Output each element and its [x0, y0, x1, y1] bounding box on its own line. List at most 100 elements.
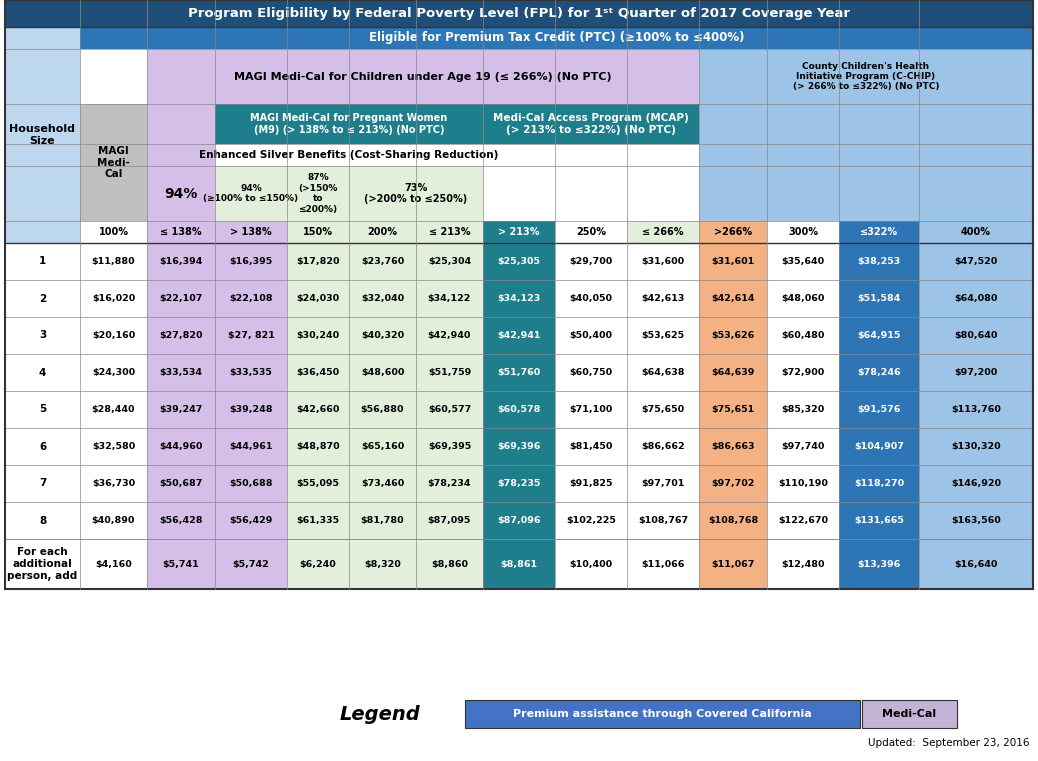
Text: $5,741: $5,741	[163, 559, 199, 568]
Bar	[286, 317, 349, 354]
Text: > 138%: > 138%	[230, 227, 272, 237]
Text: 400%: 400%	[961, 227, 991, 237]
Text: $16,640: $16,640	[954, 559, 998, 568]
Bar	[5, 166, 80, 221]
Text: $28,440: $28,440	[91, 405, 135, 414]
Text: $60,750: $60,750	[570, 368, 612, 377]
Bar	[215, 104, 483, 144]
Bar	[215, 539, 286, 589]
Bar	[286, 465, 349, 502]
Bar	[5, 27, 80, 49]
Bar	[483, 465, 555, 502]
Text: $131,665: $131,665	[854, 516, 904, 525]
Bar	[555, 428, 627, 465]
Text: $53,625: $53,625	[641, 331, 685, 340]
Text: 5: 5	[38, 405, 46, 415]
Text: $11,066: $11,066	[641, 559, 685, 568]
Text: $24,030: $24,030	[297, 294, 339, 303]
Text: $36,730: $36,730	[92, 479, 135, 488]
Text: $36,450: $36,450	[297, 368, 339, 377]
Text: 6: 6	[38, 441, 46, 451]
Text: $55,095: $55,095	[297, 479, 339, 488]
Bar	[5, 0, 1033, 27]
Text: $50,400: $50,400	[570, 331, 612, 340]
Bar	[286, 428, 349, 465]
Bar	[919, 465, 1033, 502]
Bar	[627, 391, 699, 428]
Text: ≤322%: ≤322%	[859, 227, 898, 237]
Text: $110,190: $110,190	[778, 479, 828, 488]
Bar	[5, 539, 80, 589]
Text: $38,253: $38,253	[857, 257, 901, 266]
Text: $56,428: $56,428	[159, 516, 202, 525]
Text: $64,639: $64,639	[711, 368, 755, 377]
Bar	[416, 243, 483, 280]
Text: 200%: 200%	[367, 227, 398, 237]
Text: $118,270: $118,270	[854, 479, 904, 488]
Bar	[286, 354, 349, 391]
Text: $108,768: $108,768	[708, 516, 758, 525]
Text: $122,670: $122,670	[778, 516, 828, 525]
Bar	[483, 502, 555, 539]
Bar	[5, 221, 80, 243]
Bar	[839, 465, 919, 502]
Bar	[5, 428, 80, 465]
Text: $24,300: $24,300	[92, 368, 135, 377]
Text: $42,941: $42,941	[497, 331, 541, 340]
Text: $91,576: $91,576	[857, 405, 901, 414]
Text: $97,200: $97,200	[954, 368, 998, 377]
Text: $60,480: $60,480	[782, 331, 824, 340]
Bar	[767, 317, 839, 354]
Text: $97,740: $97,740	[782, 442, 824, 451]
Bar	[416, 539, 483, 589]
Text: $39,248: $39,248	[229, 405, 273, 414]
Bar	[215, 465, 286, 502]
Text: $11,067: $11,067	[711, 559, 755, 568]
Bar	[147, 49, 699, 104]
Text: $33,534: $33,534	[160, 368, 202, 377]
Bar	[555, 502, 627, 539]
Bar	[839, 539, 919, 589]
Bar	[286, 539, 349, 589]
Text: $6,240: $6,240	[300, 559, 336, 568]
Text: $113,760: $113,760	[951, 405, 1001, 414]
Bar	[5, 354, 80, 391]
Text: $23,760: $23,760	[361, 257, 404, 266]
Text: $73,460: $73,460	[361, 479, 404, 488]
Bar	[699, 317, 767, 354]
Bar	[286, 221, 349, 243]
Text: $48,600: $48,600	[361, 368, 404, 377]
Text: $75,650: $75,650	[641, 405, 685, 414]
Bar	[483, 104, 699, 144]
Text: $42,614: $42,614	[711, 294, 755, 303]
Bar	[286, 243, 349, 280]
Text: $29,700: $29,700	[570, 257, 612, 266]
Bar	[5, 502, 80, 539]
Bar	[699, 354, 767, 391]
Bar	[80, 280, 147, 317]
Bar	[215, 280, 286, 317]
Text: $42,940: $42,940	[428, 331, 471, 340]
Bar	[147, 166, 215, 221]
Bar	[627, 354, 699, 391]
Bar	[147, 104, 215, 144]
Bar	[483, 166, 699, 221]
Bar	[349, 221, 416, 243]
Text: $53,626: $53,626	[711, 331, 755, 340]
Text: $35,640: $35,640	[782, 257, 824, 266]
Text: $25,305: $25,305	[497, 257, 541, 266]
Text: $102,225: $102,225	[566, 516, 616, 525]
Text: 1: 1	[38, 256, 46, 266]
Bar	[80, 221, 147, 243]
Bar	[483, 317, 555, 354]
Text: $81,450: $81,450	[569, 442, 612, 451]
Bar	[349, 317, 416, 354]
Bar	[80, 104, 147, 221]
Text: $10,400: $10,400	[570, 559, 612, 568]
Text: $34,122: $34,122	[428, 294, 471, 303]
Text: $60,577: $60,577	[428, 405, 471, 414]
Bar	[5, 243, 80, 280]
Bar	[627, 465, 699, 502]
Bar	[416, 428, 483, 465]
Text: $32,040: $32,040	[361, 294, 404, 303]
